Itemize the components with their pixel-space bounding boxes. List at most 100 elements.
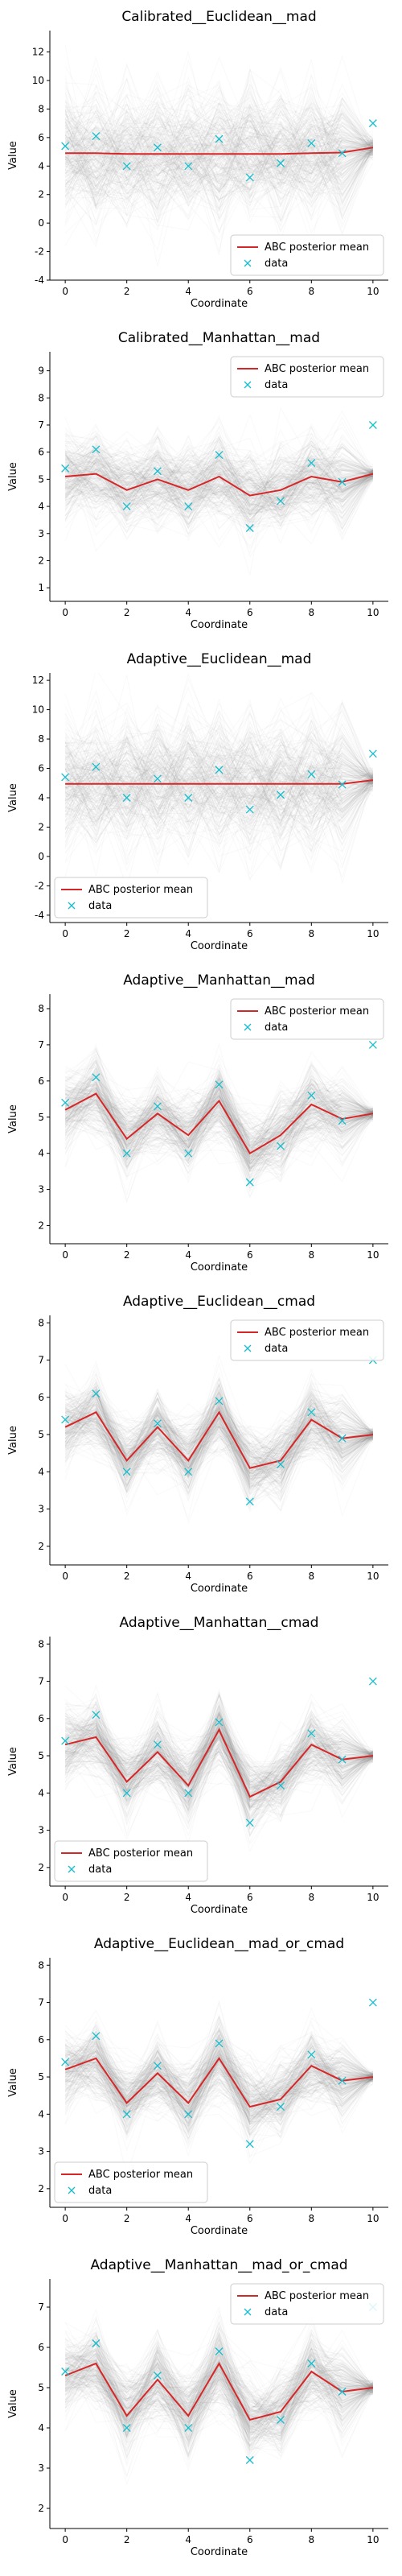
y-tick-label: 4	[38, 160, 44, 171]
data-point	[277, 1141, 285, 1150]
posterior-sample-line	[64, 2046, 374, 2107]
posterior-sample-line	[65, 1722, 373, 1805]
posterior-sample-line	[65, 129, 374, 217]
posterior-sample-line	[64, 84, 374, 195]
posterior-sample-line	[65, 2339, 374, 2418]
posterior-sample-line	[64, 2340, 374, 2417]
posterior-sample-line	[64, 741, 374, 815]
posterior-sample-line	[64, 678, 374, 810]
posterior-sample-line	[64, 1392, 374, 1484]
posterior-sample-line	[64, 2047, 374, 2116]
posterior-sample-line	[64, 2047, 374, 2103]
posterior-sample-line	[64, 2350, 374, 2442]
posterior-sample-line	[64, 712, 374, 844]
posterior-sample-line	[64, 742, 374, 876]
posterior-sample-line	[64, 440, 373, 527]
posterior-sample-line	[64, 455, 374, 533]
posterior-sample-line	[64, 458, 374, 506]
posterior-sample-line	[65, 2361, 373, 2435]
posterior-sample-line	[64, 2042, 374, 2126]
posterior-sample-line	[64, 2343, 374, 2422]
posterior-sample-line	[64, 2051, 374, 2124]
posterior-sample-line	[64, 432, 374, 512]
y-tick-label: 6	[38, 2034, 44, 2046]
posterior-sample-line	[64, 2050, 374, 2112]
posterior-sample-line	[65, 474, 374, 520]
posterior-sample-line	[64, 439, 374, 526]
posterior-sample-line	[64, 1386, 374, 1487]
legend-marker-swatch	[244, 1344, 252, 1352]
posterior-sample-line	[64, 756, 374, 803]
posterior-sample-line	[64, 458, 374, 515]
posterior-sample-line	[64, 104, 374, 184]
posterior-sample-line	[64, 716, 374, 858]
posterior-sample-line	[64, 1071, 374, 1170]
posterior-sample-line	[64, 2036, 374, 2117]
posterior-sample-line	[64, 2338, 374, 2442]
posterior-sample-line	[64, 2041, 374, 2108]
posterior-sample-line	[64, 1088, 374, 1172]
posterior-sample-line	[64, 125, 374, 218]
posterior-sample-line	[64, 101, 374, 203]
posterior-sample-line	[64, 1092, 373, 1169]
posterior-sample-line	[64, 753, 374, 852]
posterior-sample-line	[64, 2350, 374, 2440]
posterior-sample-line	[64, 454, 374, 526]
posterior-sample-line	[64, 1385, 374, 1481]
posterior-sample-line	[64, 448, 374, 525]
posterior-sample-line	[64, 1705, 373, 1805]
posterior-sample-line	[64, 1711, 374, 1794]
posterior-sample-line	[64, 69, 373, 201]
posterior-samples	[64, 1042, 374, 1204]
posterior-sample-line	[64, 1384, 374, 1480]
posterior-sample-line	[65, 1393, 374, 1470]
posterior-sample-line	[64, 2041, 373, 2124]
posterior-sample-line	[64, 134, 374, 197]
posterior-sample-line	[64, 444, 374, 507]
posterior-sample-line	[64, 110, 373, 200]
posterior-sample-line	[64, 736, 374, 857]
posterior-sample-line	[64, 115, 374, 201]
posterior-sample-line	[64, 724, 374, 829]
posterior-sample-line	[64, 1089, 373, 1160]
posterior-sample-line	[64, 440, 374, 493]
posterior-sample-line	[64, 1381, 374, 1480]
posterior-sample-line	[64, 114, 374, 205]
data-point	[245, 2140, 254, 2149]
posterior-sample-line	[64, 2052, 373, 2114]
posterior-sample-line	[64, 444, 374, 518]
posterior-sample-line	[64, 2334, 374, 2446]
posterior-sample-line	[64, 735, 374, 832]
posterior-sample-line	[64, 689, 373, 869]
posterior-sample-line	[64, 1070, 373, 1187]
posterior-sample-line	[64, 725, 373, 815]
posterior-sample-line	[64, 1086, 374, 1179]
posterior-sample-line	[64, 68, 373, 256]
posterior-sample-line	[64, 711, 374, 873]
posterior-sample-line	[64, 1389, 374, 1475]
posterior-sample-line	[64, 2308, 374, 2457]
posterior-sample-line	[64, 2354, 374, 2455]
posterior-sample-line	[64, 1701, 374, 1790]
posterior-sample-line	[64, 442, 374, 531]
posterior-sample-line	[65, 1398, 374, 1483]
posterior-sample-line	[64, 78, 374, 227]
posterior-sample-line	[64, 428, 374, 521]
posterior-sample-line	[64, 1732, 374, 1805]
posterior-sample-line	[64, 430, 374, 488]
posterior-sample-line	[65, 1079, 373, 1175]
posterior-sample-line	[64, 2346, 374, 2451]
data-point	[122, 502, 131, 511]
posterior-sample-line	[65, 2355, 374, 2427]
posterior-sample-line	[64, 86, 374, 189]
posterior-sample-line	[64, 1390, 374, 1472]
posterior-sample-line	[65, 2067, 373, 2123]
posterior-sample-line	[64, 1389, 374, 1487]
legend-marker-swatch	[68, 902, 76, 910]
posterior-sample-line	[64, 711, 374, 845]
posterior-sample-line	[64, 120, 374, 167]
posterior-sample-line	[64, 1384, 374, 1501]
posterior-sample-line	[64, 2339, 374, 2429]
posterior-sample-line	[64, 87, 374, 220]
posterior-sample-line	[64, 1080, 374, 1162]
